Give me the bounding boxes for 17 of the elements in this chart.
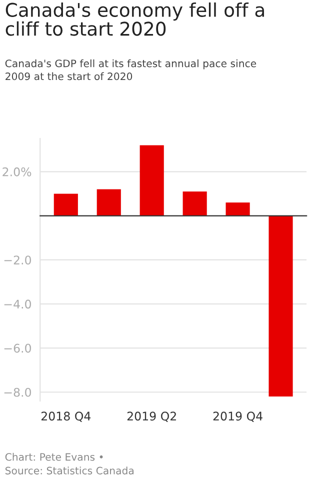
bar — [140, 145, 164, 216]
y-tick-label: −4.0 — [4, 300, 32, 309]
x-tick-label: 2019 Q4 — [213, 412, 262, 422]
x-tick-label: 2018 Q4 — [41, 412, 91, 422]
y-tick-label: 2.0% — [2, 167, 32, 176]
bar — [182, 192, 207, 216]
bar — [268, 216, 293, 397]
chart-subtitle: Canada's GDP fell at its fastest annual pace since 2009 at the start of 2020 — [5, 59, 256, 80]
text: Chart: Pete Evans • Source: Statistics Canada — [5, 452, 134, 474]
bar — [226, 202, 250, 216]
chart-title: Canada's economy fell off a cliff to start 2020 — [6, 2, 264, 36]
x-tick-label: 2019 Q2 — [127, 412, 176, 422]
y-tick-label: −8.0 — [4, 388, 32, 397]
y-tick-label: −2.0 — [4, 256, 32, 265]
bar — [96, 189, 121, 216]
bar — [54, 194, 78, 216]
y-tick-label: −6.0 — [4, 344, 32, 353]
